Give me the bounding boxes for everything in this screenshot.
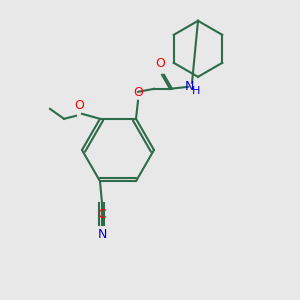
Text: H: H — [192, 86, 200, 96]
Text: N: N — [97, 228, 107, 241]
Text: O: O — [155, 57, 165, 70]
Text: C: C — [98, 208, 106, 221]
Text: O: O — [133, 86, 143, 99]
Text: N: N — [184, 80, 194, 93]
Text: O: O — [74, 99, 84, 112]
